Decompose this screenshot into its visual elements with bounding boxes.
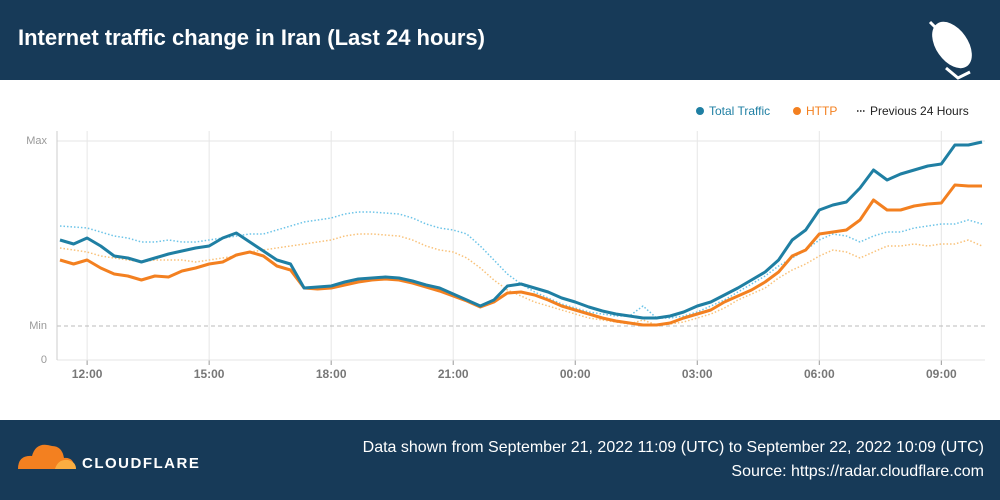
x-tick-label: 00:00 — [560, 367, 591, 381]
cloudflare-logo — [18, 444, 76, 469]
x-tick-label: 18:00 — [316, 367, 347, 381]
chart-title: Internet traffic change in Iran (Last 24… — [18, 25, 485, 50]
x-tick-label: 12:00 — [72, 367, 103, 381]
x-tick-label: 09:00 — [926, 367, 957, 381]
x-tick-label: 21:00 — [438, 367, 469, 381]
x-tick-label: 03:00 — [682, 367, 713, 381]
chart-area — [0, 80, 1000, 420]
series-line — [59, 140, 983, 320]
y-tick-label: Min — [29, 320, 47, 332]
y-tick-label: 0 — [41, 354, 47, 366]
legend: Total Traffic HTTP Previous 24 Hours — [696, 104, 969, 118]
x-tick-label: 15:00 — [194, 367, 225, 381]
series-line — [59, 183, 982, 327]
legend-swatch — [793, 107, 801, 115]
y-tick-label: Max — [26, 135, 47, 147]
legend-label: Total Traffic — [709, 104, 770, 118]
dish-icon — [928, 20, 972, 80]
previous-line — [59, 233, 983, 326]
legend-swatch — [696, 107, 704, 115]
legend-label: Previous 24 Hours — [870, 104, 969, 118]
source: Source: https://radar.cloudflare.com — [731, 463, 984, 480]
footer-bar — [0, 420, 1000, 500]
legend-label: HTTP — [806, 104, 837, 118]
brand: CLOUDFLARE — [82, 455, 200, 472]
x-tick-label: 06:00 — [804, 367, 835, 381]
date-range: Data shown from September 21, 2022 11:09… — [363, 439, 984, 456]
header-bar — [0, 0, 1000, 80]
